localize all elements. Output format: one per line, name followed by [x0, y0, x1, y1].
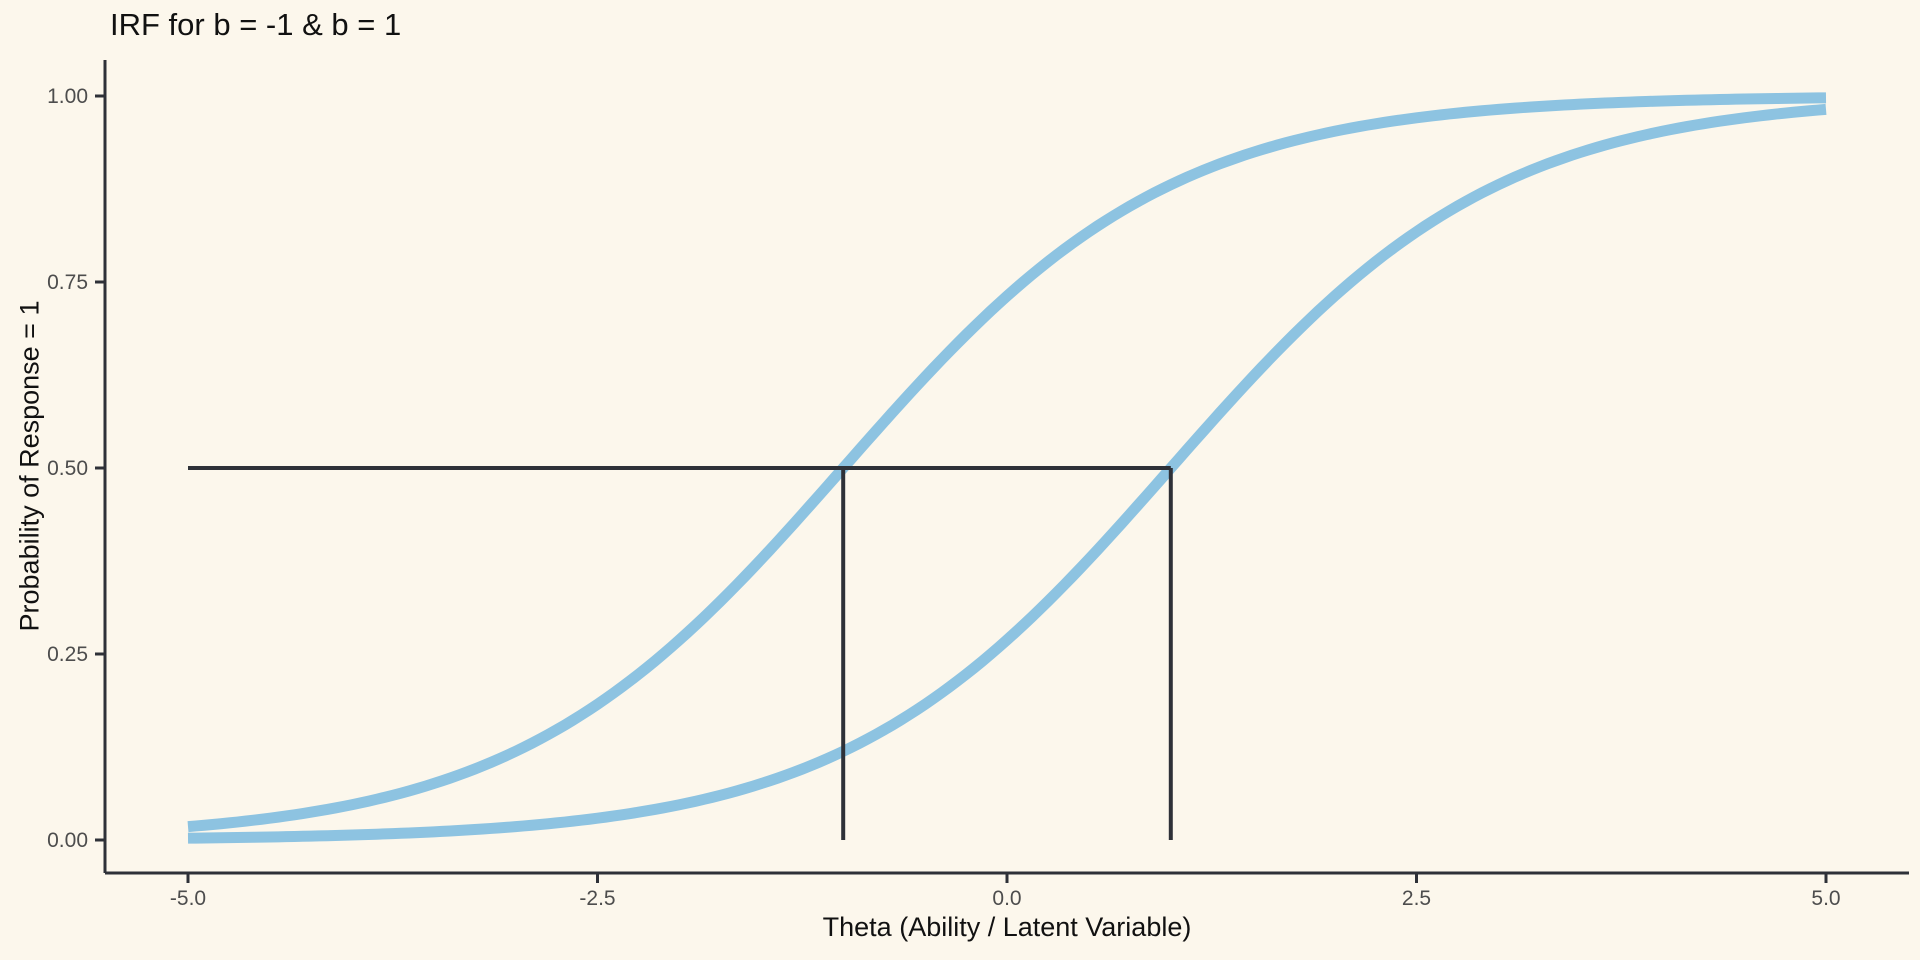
x-tick-label: 0.0 [992, 887, 1021, 910]
x-tick-label: 5.0 [1811, 887, 1840, 910]
x-tick-label: -5.0 [170, 887, 206, 910]
irf-curve-b-plus-1 [187, 103, 1827, 844]
x-axis-title: Theta (Ability / Latent Variable) [822, 912, 1192, 942]
y-tick-label: 0.00 [47, 829, 88, 852]
y-tick-label: 1.00 [47, 85, 88, 108]
y-tick-label: 0.75 [47, 271, 88, 294]
y-axis-title: Probability of Response = 1 [14, 300, 45, 632]
chart-title: IRF for b = -1 & b = 1 [110, 7, 402, 42]
x-tick-label: -2.5 [579, 887, 615, 910]
x-tick-label: 2.5 [1402, 887, 1431, 910]
irf-curve-b-minus-1 [187, 92, 1827, 833]
y-tick-label: 0.50 [47, 457, 88, 480]
y-tick-label: 0.25 [47, 643, 88, 666]
